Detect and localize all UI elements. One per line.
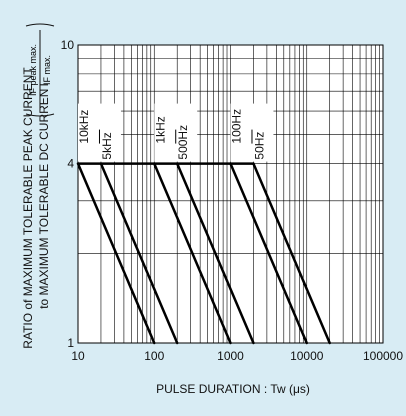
- x-tick-label: 100000: [363, 349, 403, 363]
- series-label-500hz: 500Hz: [176, 125, 190, 160]
- fraction-paren-left: [25, 113, 55, 117]
- y-axis-title-line1-group: RATIO of MAXIMUM TOLERABLE PEAK CURRENT: [21, 67, 35, 349]
- series-label-100hz: 100Hz: [230, 109, 244, 144]
- series-line-100hz: [229, 162, 308, 345]
- y-axis-title-line1: RATIO of MAXIMUM TOLERABLE PEAK CURRENT: [21, 67, 35, 349]
- series-lines: [76, 162, 331, 345]
- series-label-50hz: 50Hz: [252, 132, 266, 160]
- y-axis-fraction: IF peak max. IF max.: [25, 23, 55, 117]
- series-labels: 10kHz 5kHz 1kHz 500Hz 100Hz 50Hz: [77, 103, 274, 162]
- y-tick-label: 4: [67, 157, 74, 171]
- y-axis-title-line2: to MAXIMUM TOLERABLE DC CURRENT: [37, 81, 51, 309]
- series-label-5khz: 5kHz: [100, 132, 114, 159]
- x-tick-label: 1000: [217, 349, 244, 363]
- series-line-1khz: [153, 162, 232, 345]
- fraction-paren-right: [25, 23, 55, 27]
- series-label-1khz: 1kHz: [153, 116, 167, 143]
- tick-labels: 10 100 1000 10000 100000 1 4 10: [61, 38, 404, 363]
- x-tick-label: 10000: [290, 349, 324, 363]
- series-line-10khz: [76, 162, 156, 345]
- series-line-500hz: [175, 162, 255, 345]
- series-line-5khz: [99, 162, 179, 345]
- series-label-10khz: 10kHz: [77, 110, 91, 144]
- series-line-50hz: [252, 162, 331, 345]
- x-tick-label: 100: [144, 349, 164, 363]
- y-axis-title-line2-group: to MAXIMUM TOLERABLE DC CURRENT: [37, 81, 51, 309]
- x-axis-title: PULSE DURATION : Tw (μs): [156, 382, 310, 396]
- y-tick-label: 1: [67, 336, 74, 350]
- fraction-denominator: IF max.: [42, 55, 52, 85]
- fraction-numerator: IF peak max.: [28, 44, 38, 96]
- x-tick-label: 10: [71, 349, 85, 363]
- y-tick-label: 10: [61, 38, 75, 52]
